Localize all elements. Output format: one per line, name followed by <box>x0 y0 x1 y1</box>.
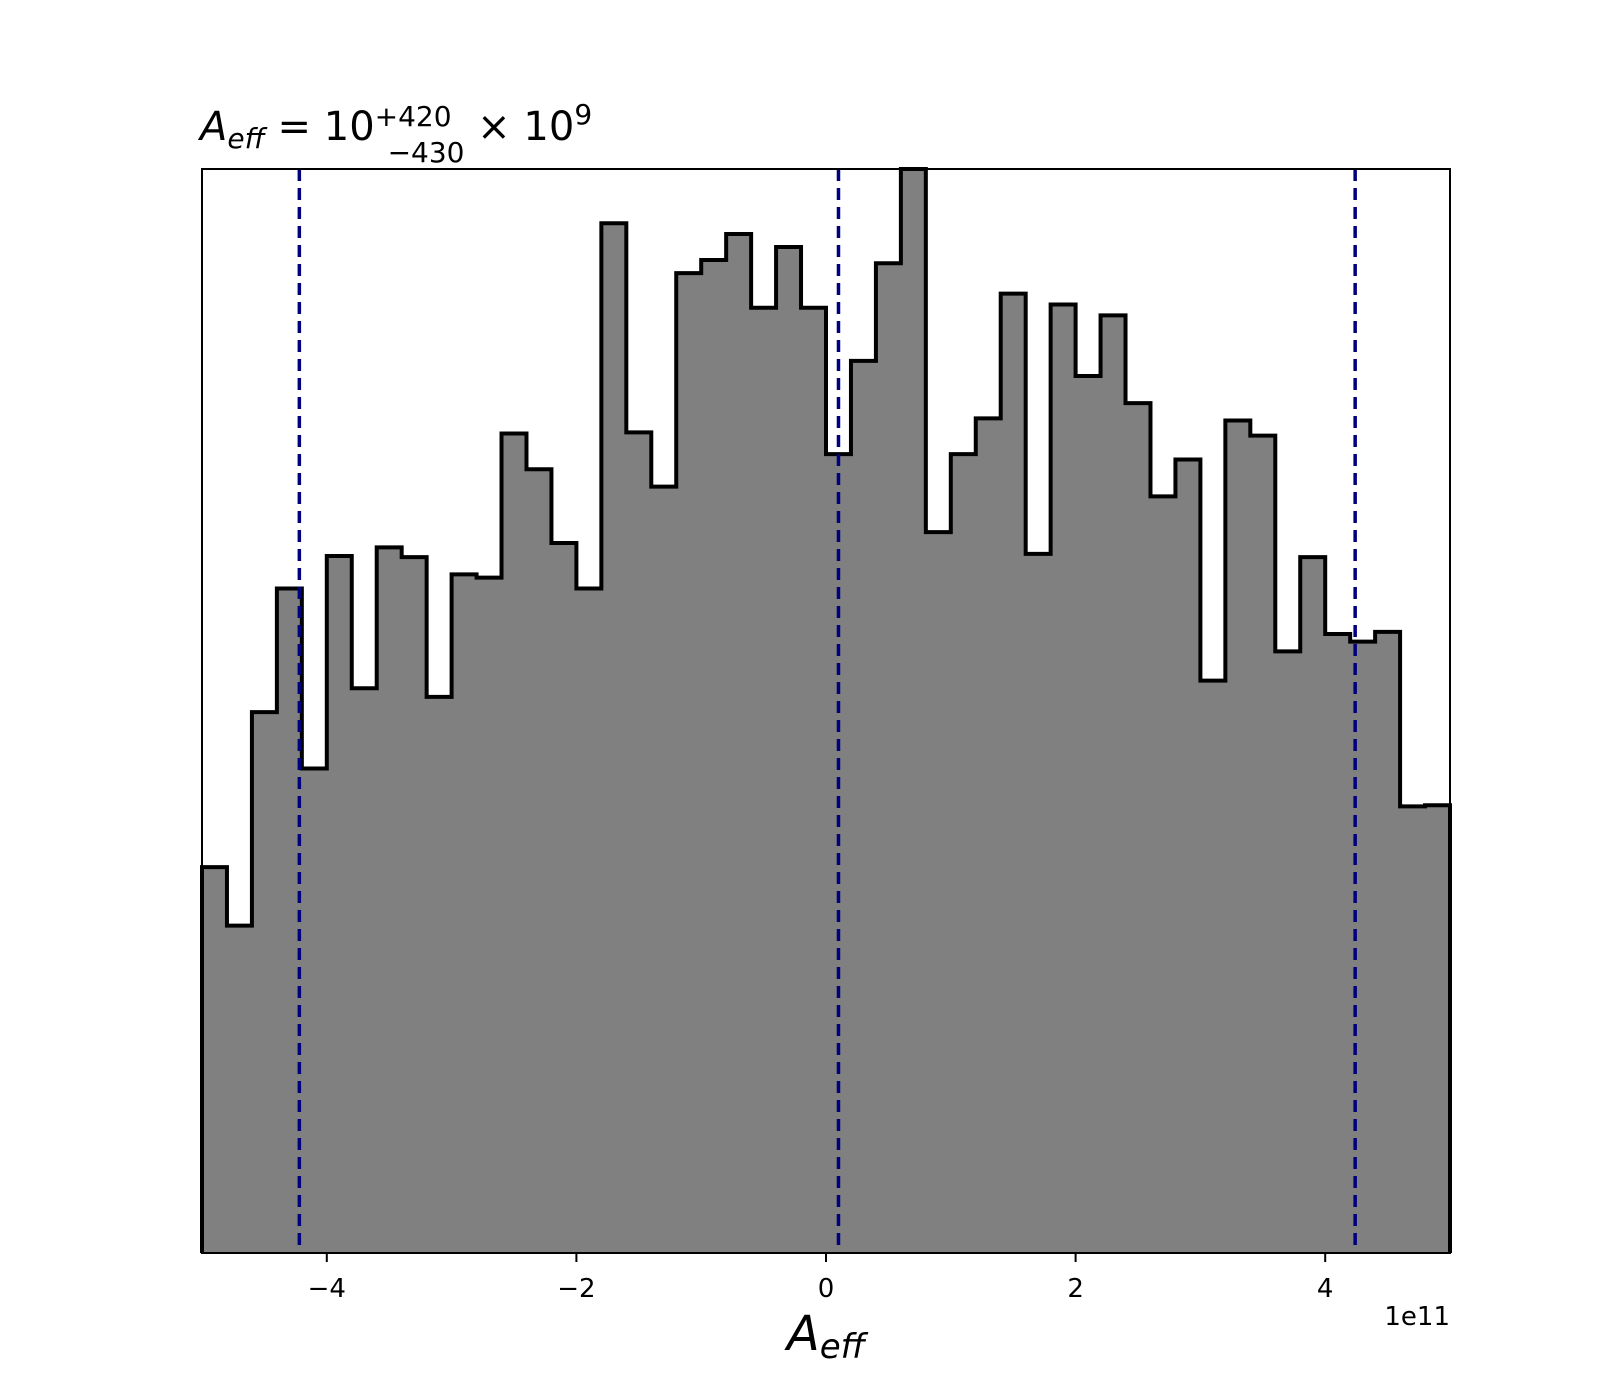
histogram-bar <box>1025 553 1052 1253</box>
histogram-bar <box>1100 315 1127 1254</box>
title-sup: +420 <box>375 100 452 133</box>
histogram-bar <box>1075 376 1102 1253</box>
histogram-bar <box>1050 304 1077 1253</box>
histogram-bar <box>1250 435 1276 1253</box>
histogram-bar <box>676 273 702 1254</box>
histogram-bar <box>202 867 228 1253</box>
histogram-bar <box>1425 805 1451 1253</box>
histogram-bar <box>1175 459 1201 1254</box>
histogram-bar <box>751 307 777 1253</box>
histogram-bar <box>451 574 478 1253</box>
title-sub: −430 <box>388 136 465 169</box>
histogram-bar <box>1000 293 1027 1253</box>
histogram-bar <box>501 433 528 1254</box>
x-tick-label: −4 <box>308 1274 346 1304</box>
x-axis-label-sub: eff <box>820 1327 869 1367</box>
histogram-bar <box>1325 634 1351 1253</box>
histogram-bar <box>626 432 652 1253</box>
histogram-bar <box>1200 680 1226 1253</box>
histogram-bar <box>376 547 403 1253</box>
x-tick-label: 0 <box>818 1274 835 1304</box>
histogram-bar <box>526 469 553 1253</box>
histogram-bar <box>401 557 428 1253</box>
histogram-bar <box>950 454 977 1253</box>
x-axis-label-symbol: A <box>784 1306 820 1362</box>
histogram-bar <box>301 768 328 1253</box>
histogram-outline <box>200 167 1452 1253</box>
x-tick-label: 4 <box>1317 1274 1334 1304</box>
histogram-bar <box>975 418 1002 1253</box>
histogram-bar <box>326 555 353 1253</box>
histogram-bar <box>850 360 877 1253</box>
x-tick-label: −2 <box>557 1274 595 1304</box>
histogram-bar <box>801 307 827 1253</box>
histogram-bar <box>701 260 727 1253</box>
title-symbol-sub: eff <box>227 122 267 155</box>
plot-area: −4 −2 0 2 4 <box>200 167 1452 1304</box>
title-equals: = 10 <box>265 104 375 150</box>
histogram-bar <box>726 234 752 1254</box>
histogram-bar <box>476 577 503 1253</box>
histogram-bar <box>925 532 952 1253</box>
histogram-bar <box>551 542 577 1253</box>
x-axis-label: Aeff <box>784 1306 869 1367</box>
chart-title: Aeff = 10+420 −430 × 109 <box>197 98 592 169</box>
histogram-bar <box>576 588 602 1253</box>
histogram-bar <box>1125 403 1152 1253</box>
title-symbol: A <box>197 104 227 150</box>
x-tick-label: 2 <box>1067 1274 1084 1304</box>
histogram-bar <box>601 223 627 1254</box>
histogram-bar <box>900 169 927 1253</box>
histogram-bar <box>351 688 378 1253</box>
histogram-bar <box>251 712 278 1253</box>
histogram-bar <box>1375 631 1401 1253</box>
histogram-bar <box>1275 651 1301 1253</box>
histogram-bar <box>226 925 253 1253</box>
histogram-bar <box>426 696 453 1253</box>
histogram-bar <box>1150 496 1177 1253</box>
histogram-bar <box>1225 420 1251 1253</box>
histogram-bar <box>651 486 677 1253</box>
histogram-bar <box>875 263 902 1254</box>
histogram-bar <box>1400 806 1426 1253</box>
histogram-bar <box>776 247 802 1254</box>
x-offset-label: 1e11 <box>1384 1302 1450 1332</box>
title-times: × 10 <box>464 104 574 150</box>
title-exp: 9 <box>574 98 592 131</box>
histogram-bar <box>1300 557 1326 1253</box>
